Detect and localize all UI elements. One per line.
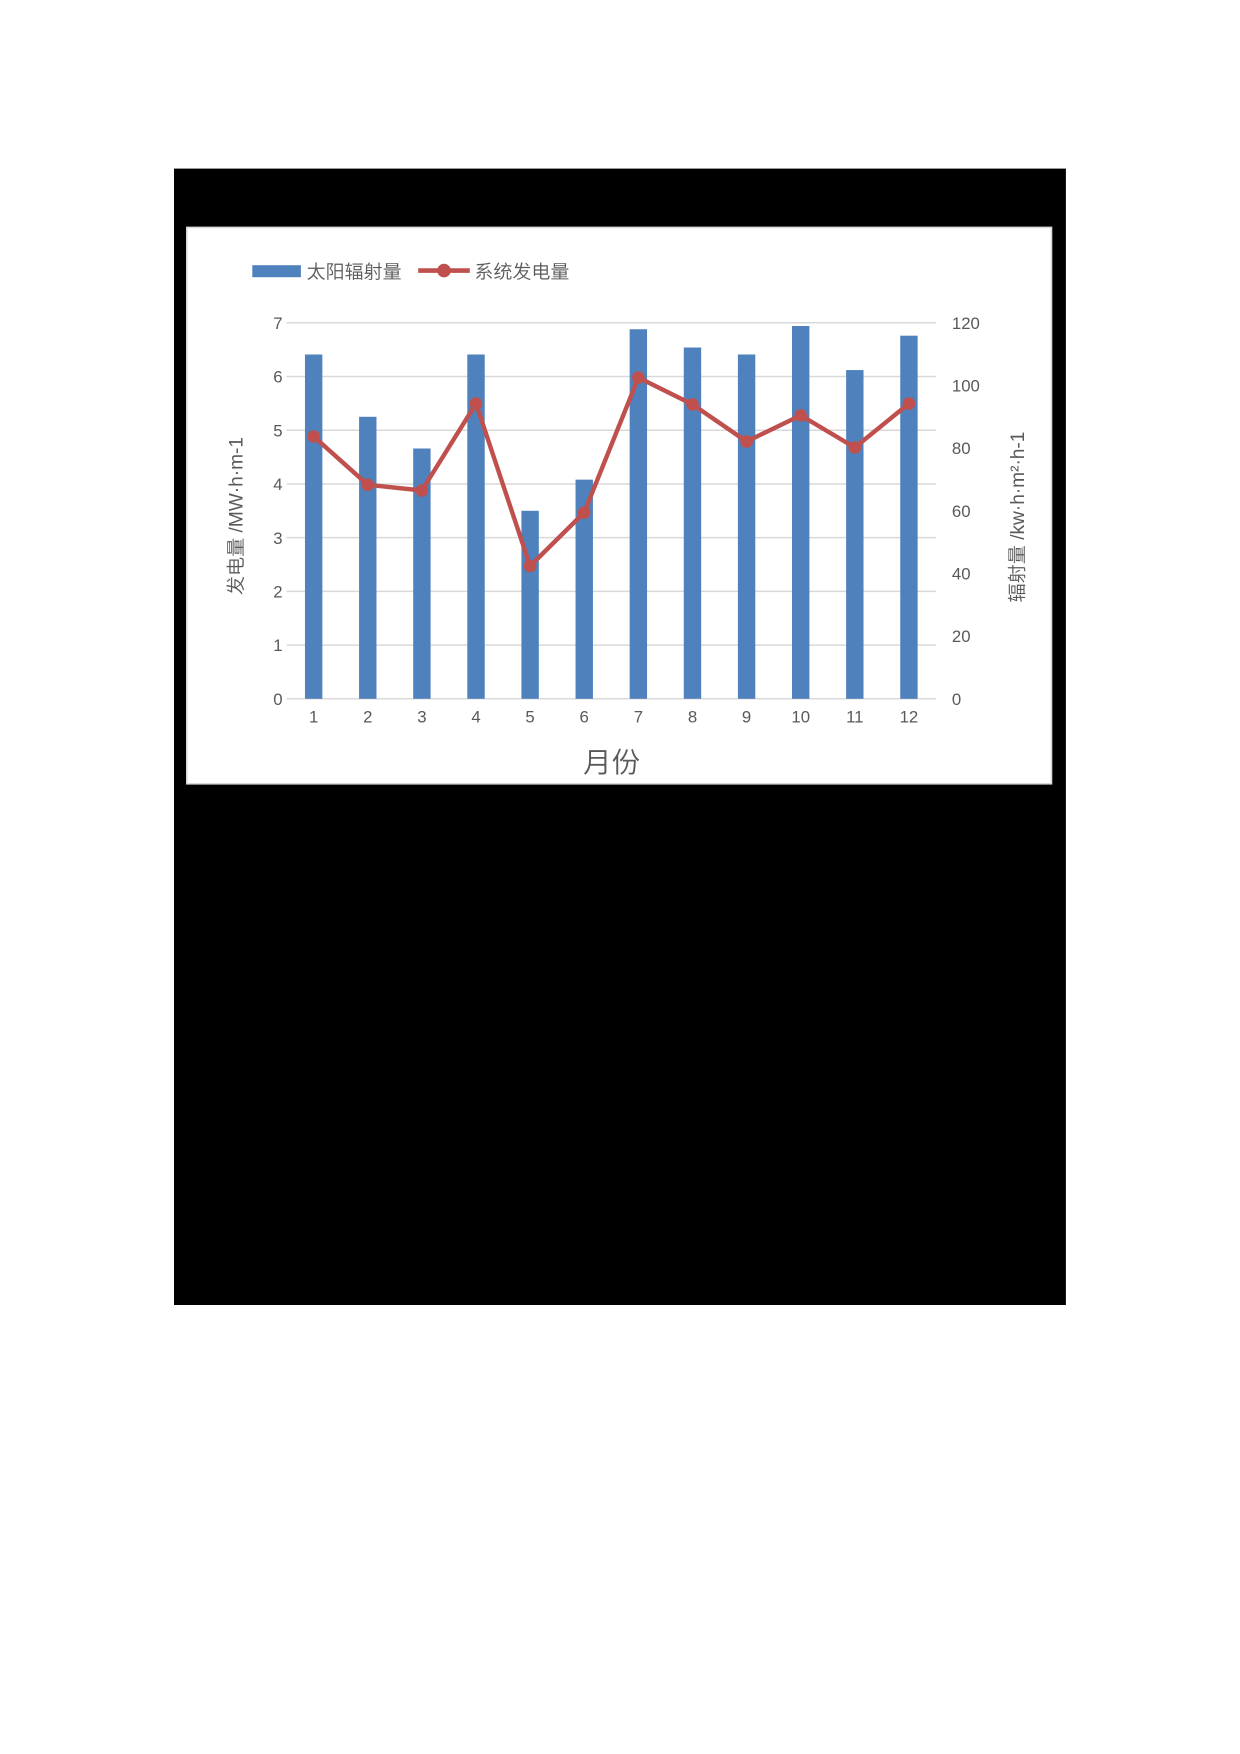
svg-text:0: 0 [273, 690, 282, 709]
svg-text:4: 4 [471, 708, 480, 727]
svg-text:5: 5 [525, 708, 534, 727]
svg-text:2: 2 [363, 708, 372, 727]
svg-text:7: 7 [634, 708, 643, 727]
svg-text:2: 2 [273, 582, 282, 601]
svg-text:1: 1 [273, 636, 282, 655]
svg-text:3: 3 [417, 708, 426, 727]
svg-text:6: 6 [580, 708, 589, 727]
svg-text:80: 80 [952, 439, 971, 458]
svg-text:6: 6 [273, 368, 282, 387]
svg-text:120: 120 [952, 314, 980, 333]
svg-text:3: 3 [273, 529, 282, 548]
svg-text:0: 0 [952, 690, 961, 709]
svg-text:11: 11 [846, 708, 863, 727]
svg-text:12: 12 [900, 708, 919, 727]
svg-text:7: 7 [273, 314, 282, 333]
svg-text:100: 100 [952, 377, 980, 396]
svg-text:8: 8 [688, 708, 697, 727]
svg-text:1: 1 [309, 708, 318, 727]
svg-text:10: 10 [791, 708, 810, 727]
svg-text:/kw·h·m²·h-1: /kw·h·m²·h-1 [1008, 432, 1029, 540]
svg-text:4: 4 [273, 475, 282, 494]
svg-text:40: 40 [952, 565, 971, 584]
svg-text:/MW·h·m-1: /MW·h·m-1 [227, 437, 248, 532]
svg-text:60: 60 [952, 502, 971, 521]
svg-text:5: 5 [273, 421, 282, 440]
svg-text:9: 9 [742, 708, 751, 727]
svg-text:20: 20 [952, 627, 971, 646]
